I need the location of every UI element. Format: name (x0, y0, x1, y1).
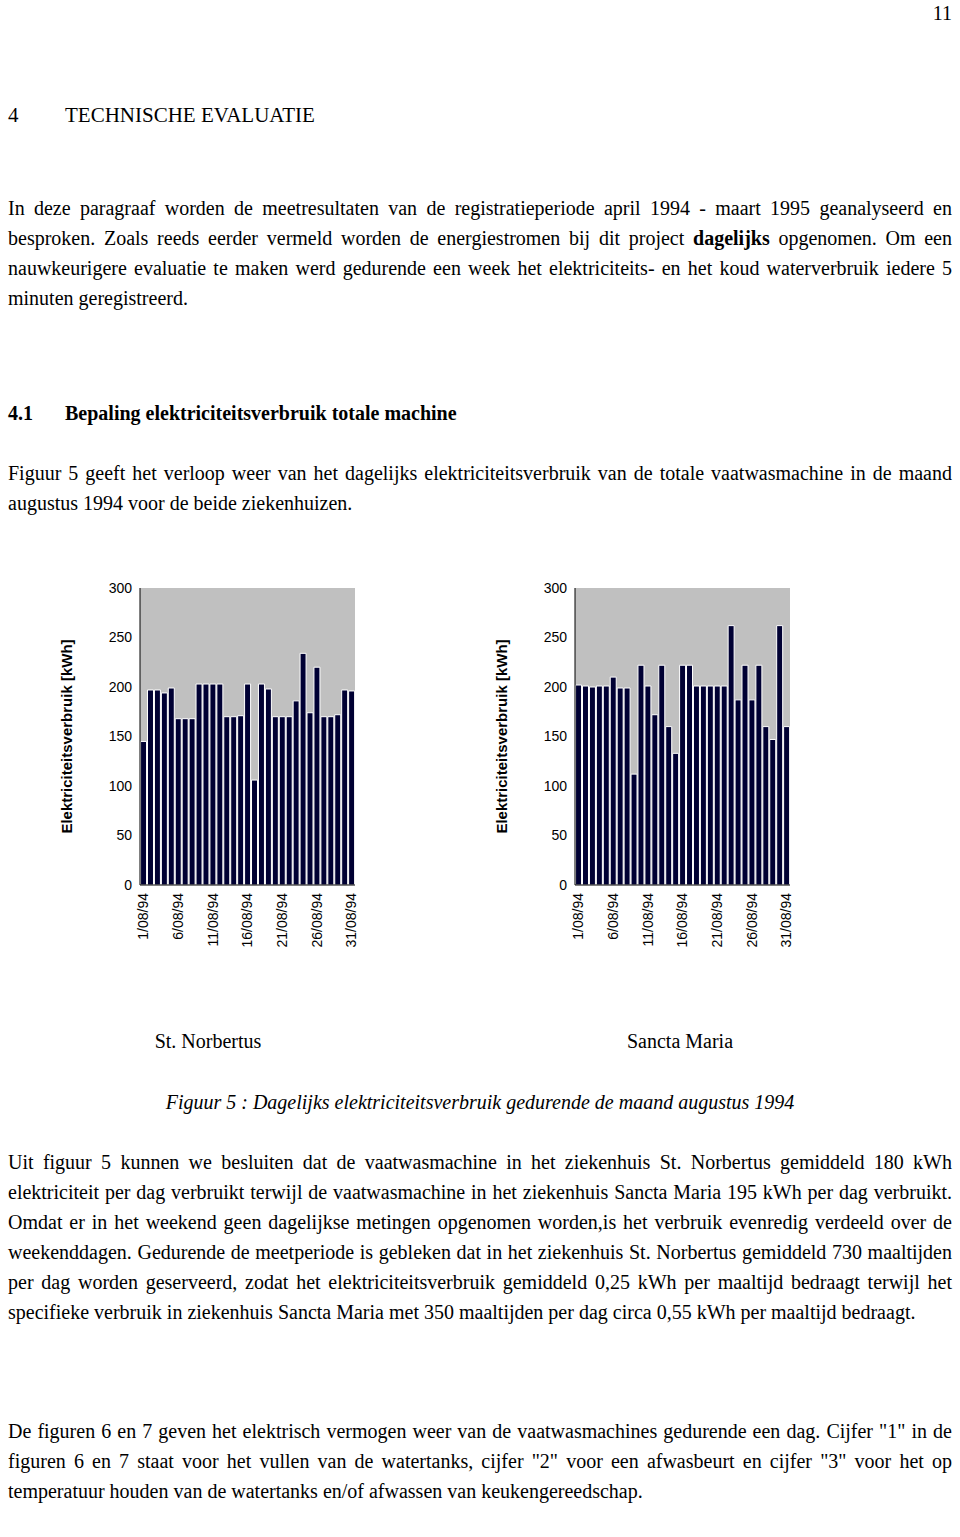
svg-text:26/08/94: 26/08/94 (744, 893, 760, 948)
svg-text:150: 150 (544, 728, 568, 744)
html-text:In deze paragraaf worden de me: In deze paragraaf worden de meetresultat… (8, 197, 952, 309)
svg-text:100: 100 (544, 778, 568, 794)
svg-text:250: 250 (544, 629, 568, 645)
html-text:Bepaling elektriciteitsverbrui: Bepaling elektriciteitsverbruik totale m… (65, 402, 457, 424)
svg-text:11/08/94: 11/08/94 (640, 893, 656, 947)
svg-text:21/08/94: 21/08/94 (709, 893, 725, 948)
svg-text:300: 300 (109, 580, 133, 596)
svg-text:300: 300 (544, 580, 568, 596)
svg-text:16/08/94: 16/08/94 (239, 893, 255, 948)
svg-text:250: 250 (109, 629, 133, 645)
svg-text:31/08/94: 31/08/94 (778, 893, 794, 948)
html-text:Figuur 5 geeft het verloop wee: Figuur 5 geeft het verloop weer van het … (8, 462, 952, 514)
html-text:Sancta Maria: Sancta Maria (627, 1030, 733, 1052)
svg-text:31/08/94: 31/08/94 (343, 893, 359, 948)
svg-text:200: 200 (109, 679, 133, 695)
svg-text:1/08/94: 1/08/94 (135, 893, 151, 940)
html-text:11: 11 (932, 2, 952, 24)
html-text:Uit figuur 5 kunnen we besluit: Uit figuur 5 kunnen we besluiten dat de … (8, 1151, 952, 1323)
html-text:4.1: 4.1 (8, 402, 33, 424)
svg-text:0: 0 (124, 877, 132, 893)
svg-text:50: 50 (551, 827, 567, 843)
svg-text:21/08/94: 21/08/94 (274, 893, 290, 948)
svg-text:1/08/94: 1/08/94 (570, 893, 586, 940)
svg-text:150: 150 (109, 728, 133, 744)
html-text:Figuur 5 : Dagelijks elektrici: Figuur 5 : Dagelijks elektriciteitsverbr… (165, 1091, 795, 1113)
svg-text:11/08/94: 11/08/94 (205, 893, 221, 947)
svg-text:100: 100 (109, 778, 133, 794)
svg-text:6/08/94: 6/08/94 (170, 893, 186, 940)
svg-text:Elektriciteitsverbruik [kWh]: Elektriciteitsverbruik [kWh] (58, 639, 75, 833)
html-text:St. Norbertus: St. Norbertus (154, 1030, 262, 1052)
svg-text:16/08/94: 16/08/94 (674, 893, 690, 948)
html-text:TECHNISCHE EVALUATIE: TECHNISCHE EVALUATIE (65, 103, 315, 127)
svg-text:26/08/94: 26/08/94 (309, 893, 325, 948)
html-text:De figuren 6 en 7 geven het el: De figuren 6 en 7 geven het elektrisch v… (8, 1420, 952, 1502)
svg-text:200: 200 (544, 679, 568, 695)
svg-text:50: 50 (116, 827, 132, 843)
html-text:4: 4 (8, 103, 19, 127)
svg-text:0: 0 (559, 877, 567, 893)
svg-text:6/08/94: 6/08/94 (605, 893, 621, 940)
svg-text:Elektriciteitsverbruik [kWh]: Elektriciteitsverbruik [kWh] (493, 639, 510, 833)
